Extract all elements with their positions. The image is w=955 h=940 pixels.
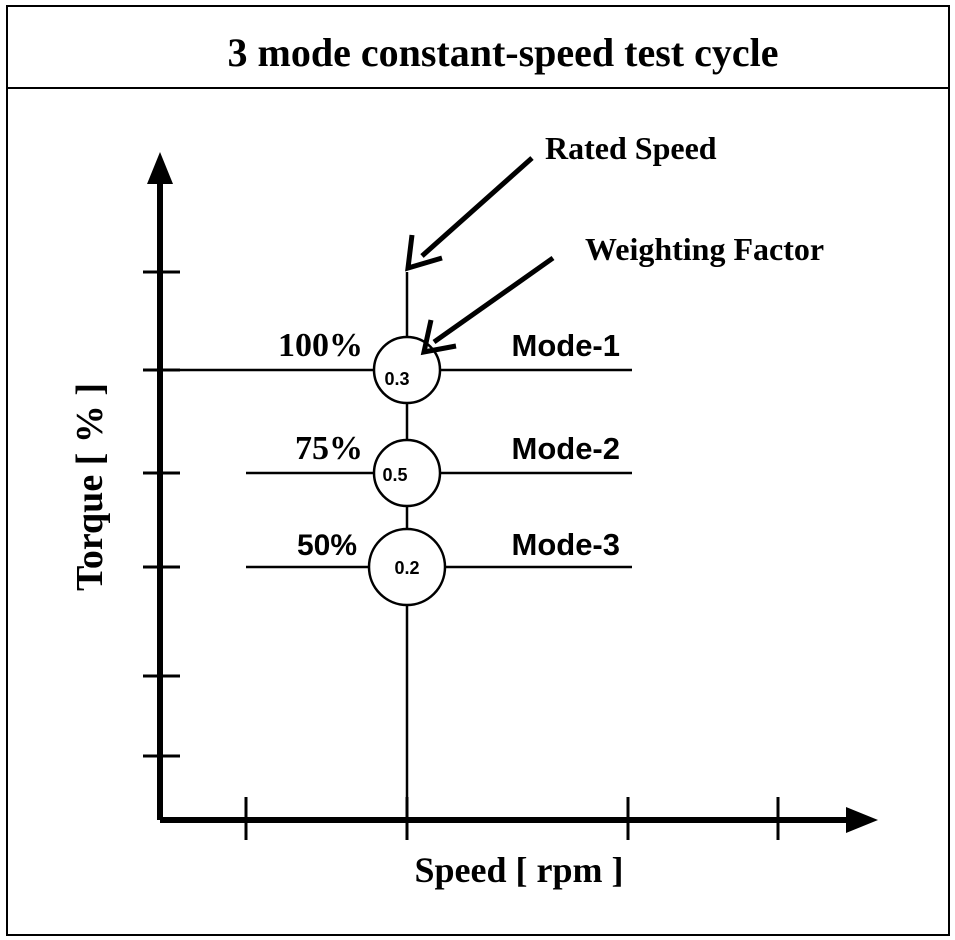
weight-label: 0.3 [384,369,409,389]
mode-1-point: 0.3 [372,335,442,405]
x-axis-arrow-icon [846,807,878,833]
mode-name: Mode-2 [512,431,621,466]
torque-label: 100% [278,327,363,364]
weight-circle [367,527,447,607]
x-axis-label: Speed [ rpm ] [415,850,624,890]
mode-3-point: 0.2 [367,527,447,607]
rated-speed-arrow [405,156,534,272]
mode-name: Mode-3 [512,527,621,562]
y-axis-arrow-icon [147,152,173,184]
mode-2-point: 0.5 [372,438,442,508]
title-bar [8,7,948,89]
rated-speed-label: Rated Speed [545,130,717,166]
weight-circle [372,438,442,508]
diagram-frame [6,5,950,936]
torque-label: 50% [297,529,357,562]
weight-label: 0.2 [394,558,419,578]
weight-label: 0.5 [382,465,407,485]
weighting-factor-label: Weighting Factor [585,231,824,267]
torque-label: 75% [295,430,363,467]
mode-name: Mode-1 [512,328,621,363]
arrow-head-icon [420,319,457,356]
arrow-shaft [432,255,555,345]
diagram-title: 3 mode constant-speed test cycle [228,30,779,75]
y-axis-label: Torque [ % ] [69,383,111,591]
arrow-head-icon [405,234,443,272]
arrow-shaft [420,156,534,258]
weighting-factor-arrow [420,255,555,356]
